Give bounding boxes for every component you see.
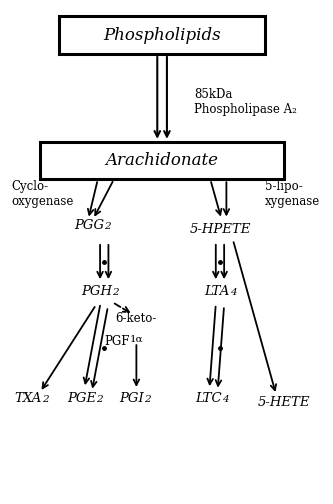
Text: 85kDa
Phospholipase A₂: 85kDa Phospholipase A₂ <box>194 88 297 115</box>
Text: PGE: PGE <box>67 393 96 405</box>
Text: 2: 2 <box>104 222 111 231</box>
Text: TXA: TXA <box>14 393 42 405</box>
Text: 4: 4 <box>221 395 228 404</box>
Text: Cyclo-
oxygenase: Cyclo- oxygenase <box>11 180 73 208</box>
Text: PGH: PGH <box>81 285 112 297</box>
Text: 6-keto-: 6-keto- <box>116 311 157 325</box>
Text: 5-HPETE: 5-HPETE <box>189 223 251 236</box>
Text: LTC: LTC <box>195 393 221 405</box>
Text: 5-lipo-
xygenase: 5-lipo- xygenase <box>265 180 320 208</box>
Text: Phospholipids: Phospholipids <box>103 27 221 44</box>
Text: 1α: 1α <box>130 335 144 344</box>
Text: 2: 2 <box>42 395 48 404</box>
Text: 4: 4 <box>229 288 236 296</box>
Text: PGI: PGI <box>120 393 145 405</box>
Text: 5-HETE: 5-HETE <box>258 396 310 409</box>
Text: Arachidonate: Arachidonate <box>106 152 218 169</box>
Text: 2: 2 <box>112 288 119 296</box>
Text: LTA: LTA <box>204 285 229 297</box>
Text: PGG: PGG <box>74 219 104 232</box>
Text: 2: 2 <box>145 395 151 404</box>
Text: PGF: PGF <box>105 335 130 348</box>
Text: 2: 2 <box>96 395 103 404</box>
FancyBboxPatch shape <box>59 17 265 54</box>
FancyBboxPatch shape <box>40 142 284 179</box>
